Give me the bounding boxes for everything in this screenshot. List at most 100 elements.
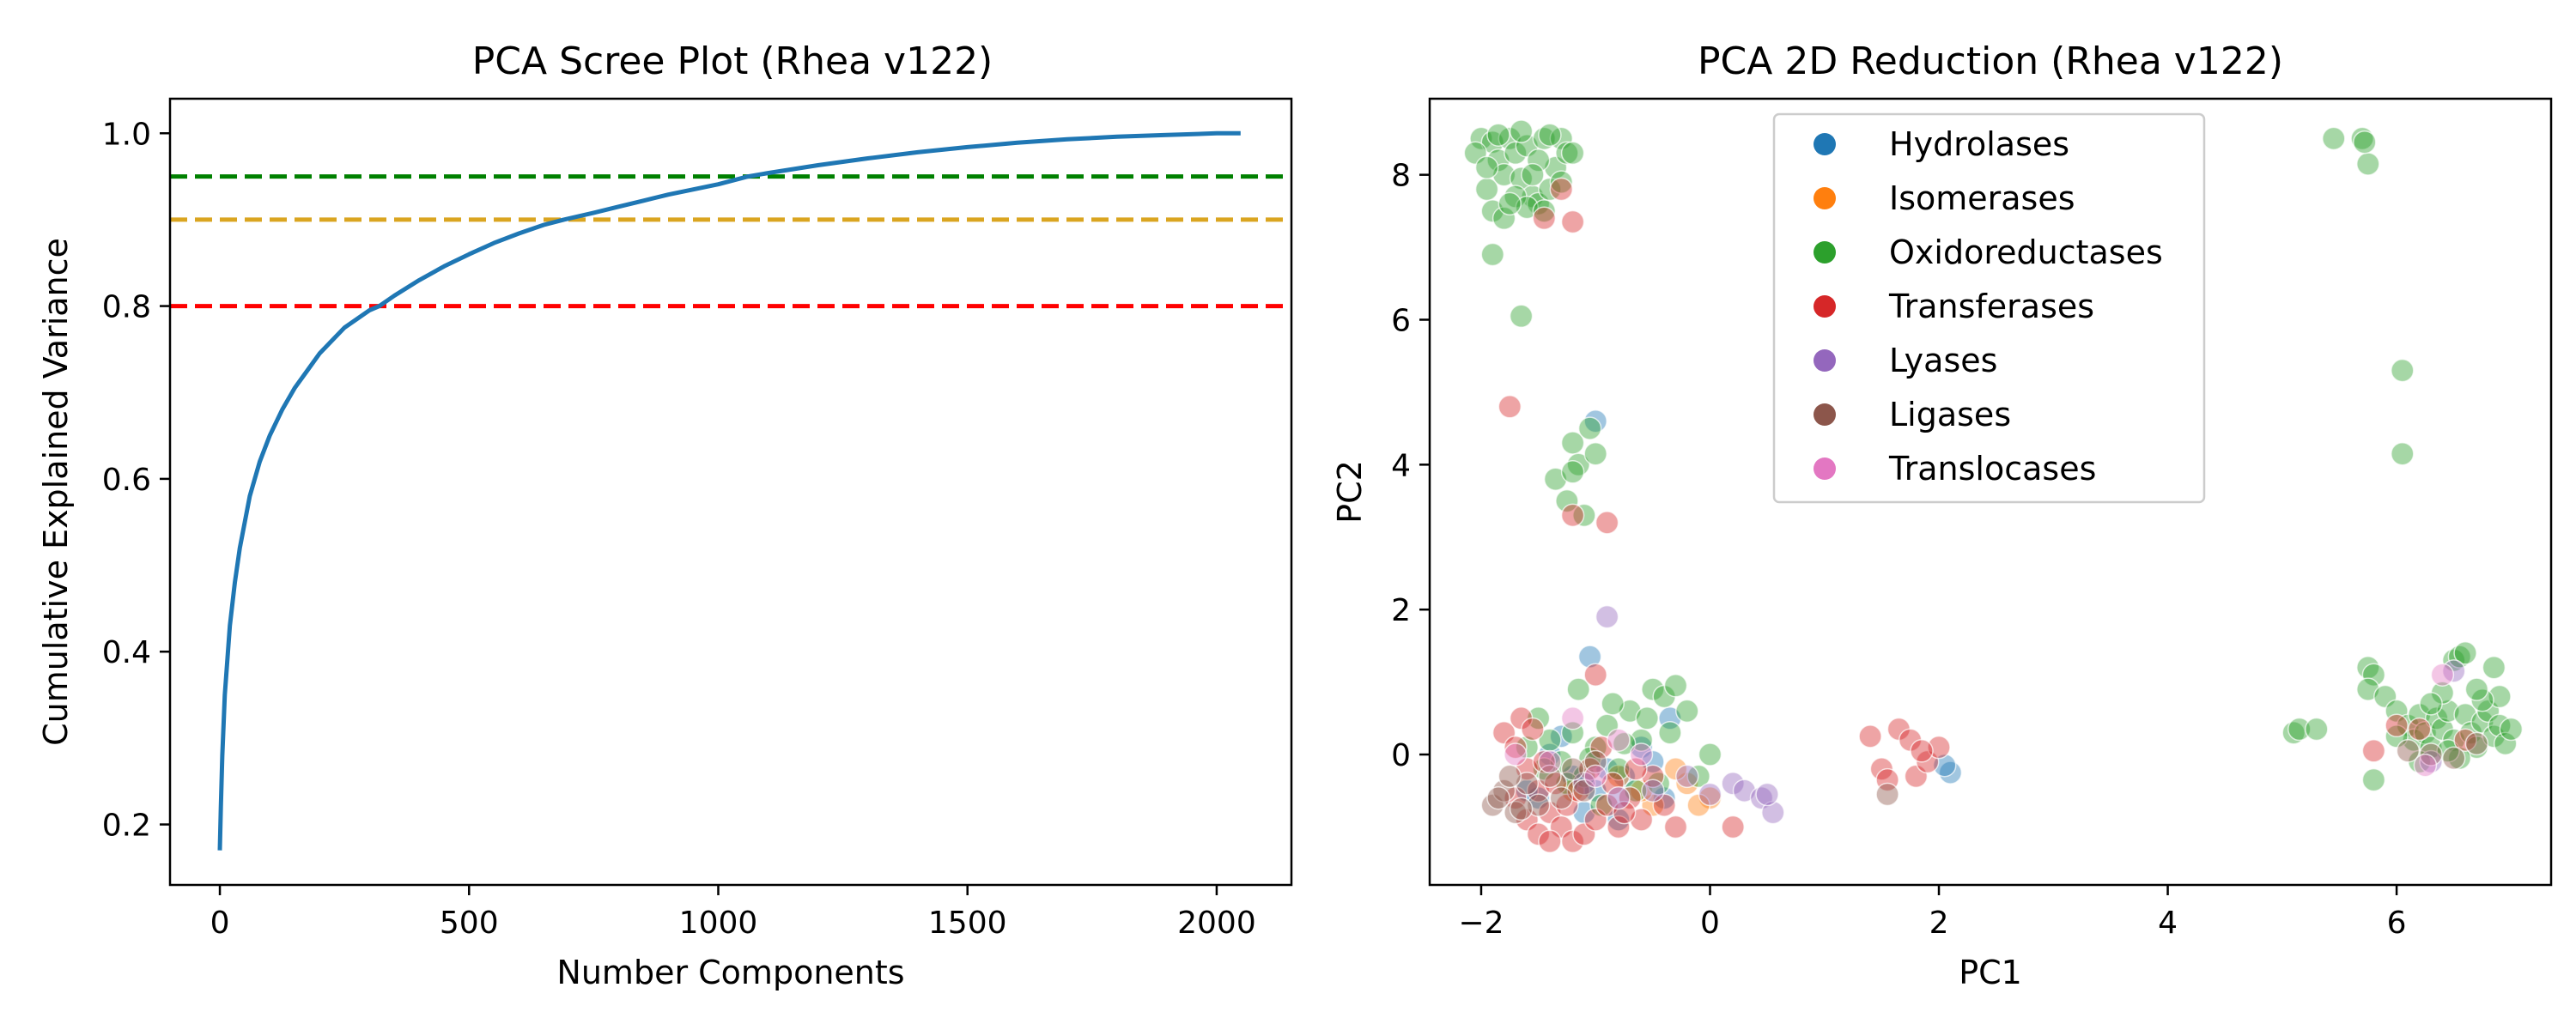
scree-plot-ylabel: Cumulative Explained Variance bbox=[37, 238, 75, 746]
point-transferases bbox=[2385, 713, 2409, 738]
point-oxidoreductases bbox=[1509, 304, 1534, 329]
point-transferases bbox=[1538, 829, 1562, 854]
point-oxidoreductases bbox=[1555, 488, 1579, 513]
pca-scatter-y-tick-label: 2 bbox=[1391, 593, 1411, 628]
legend-label-lyases: Lyases bbox=[1889, 342, 1997, 379]
point-transferases bbox=[1532, 206, 1557, 231]
pca-scatter-x-tick-label: 2 bbox=[1929, 906, 1949, 941]
pca-scatter-y-tick-label: 0 bbox=[1391, 738, 1411, 773]
pca-scatter-ylabel: PC2 bbox=[1331, 460, 1369, 524]
point-oxidoreductases bbox=[1509, 119, 1534, 143]
point-transferases bbox=[1498, 395, 1522, 419]
point-ligases bbox=[1498, 764, 1522, 789]
point-transferases bbox=[1858, 724, 1882, 748]
point-oxidoreductases bbox=[2322, 126, 2346, 151]
scree-plot-x-tick-label: 1000 bbox=[679, 906, 758, 941]
scree-plot-y-tick-label: 0.8 bbox=[102, 290, 151, 325]
point-transferases bbox=[1560, 503, 1585, 528]
pca-scatter-frame bbox=[1428, 97, 2553, 887]
point-isomerases bbox=[1663, 757, 1688, 781]
point-oxidoreductases bbox=[1663, 674, 1688, 698]
point-oxidoreductases bbox=[1566, 677, 1590, 701]
point-ligases bbox=[1549, 785, 1574, 810]
point-oxidoreductases bbox=[1583, 441, 1607, 466]
point-oxidoreductases bbox=[2447, 746, 2472, 771]
point-ligases bbox=[2419, 742, 2443, 766]
point-lyases bbox=[1755, 782, 1779, 807]
point-oxidoreductases bbox=[2353, 130, 2377, 154]
legend-label-isomerases: Isomerases bbox=[1889, 179, 2075, 217]
legend-label-hydrolases: Hydrolases bbox=[1889, 125, 2069, 163]
point-transferases bbox=[1910, 739, 1934, 763]
scree-plot-x-tick-label: 1500 bbox=[928, 906, 1007, 941]
point-oxidoreductases bbox=[1480, 242, 1505, 267]
point-lyases bbox=[1675, 764, 1699, 789]
legend-marker-lyases bbox=[1814, 349, 1836, 372]
point-hydrolases bbox=[1652, 785, 1676, 810]
point-oxidoreductases bbox=[1698, 742, 1722, 766]
point-transferases bbox=[2407, 717, 2432, 742]
pca-scatter-y-tick-label: 6 bbox=[1391, 303, 1411, 338]
legend-label-transferases: Transferases bbox=[1888, 288, 2094, 325]
point-oxidoreductases bbox=[1607, 757, 1631, 781]
point-oxidoreductases bbox=[2356, 152, 2380, 176]
point-oxidoreductases bbox=[1658, 720, 1682, 745]
point-translocases bbox=[2430, 663, 2455, 687]
legend: Hydrolases Isomerases Oxidoreductases Trans… bbox=[1772, 112, 2206, 504]
point-lyases bbox=[1721, 772, 1745, 796]
point-oxidoreductases bbox=[1560, 431, 1585, 455]
scree-plot-y-tick-label: 1.0 bbox=[102, 117, 151, 152]
point-translocases bbox=[1504, 742, 1528, 766]
point-lyases bbox=[1641, 779, 1665, 803]
point-transferases bbox=[1583, 663, 1607, 687]
legend-marker-translocases bbox=[1814, 457, 1836, 480]
point-ligases bbox=[2441, 746, 2466, 771]
point-transferases bbox=[1869, 757, 1894, 781]
pca-scatter-y-tick-label: 8 bbox=[1391, 159, 1411, 194]
point-oxidoreductases bbox=[1583, 735, 1607, 760]
point-oxidoreductases bbox=[2424, 706, 2449, 730]
point-oxidoreductases bbox=[1555, 141, 1579, 166]
scree-plot-xlabel: Number Components bbox=[556, 954, 904, 991]
point-oxidoreductases bbox=[1532, 199, 1557, 223]
scree-plot-x-tick-label: 500 bbox=[440, 906, 499, 941]
scree-plot-x-tick-label: 2000 bbox=[1177, 906, 1256, 941]
legend-marker-isomerases bbox=[1814, 187, 1836, 209]
point-ligases bbox=[2464, 731, 2489, 756]
point-lyases bbox=[1595, 604, 1619, 629]
point-transferases bbox=[1663, 815, 1688, 839]
point-translocases bbox=[1538, 749, 1562, 774]
point-oxidoreductases bbox=[1560, 460, 1585, 484]
point-lyases bbox=[1698, 782, 1722, 807]
point-oxidoreductases bbox=[2419, 692, 2443, 716]
point-translocases bbox=[1629, 742, 1654, 766]
point-oxidoreductases bbox=[2493, 731, 2518, 756]
point-oxidoreductases bbox=[2499, 717, 2524, 742]
point-transferases bbox=[1560, 209, 1585, 234]
point-translocases bbox=[2413, 753, 2438, 778]
point-oxidoreductases bbox=[1521, 162, 1545, 187]
pca-scatter-y-tick-label: 4 bbox=[1391, 448, 1411, 483]
point-transferases bbox=[1532, 749, 1557, 774]
pca-scatter-marks bbox=[1463, 119, 2524, 854]
legend-marker-ligases bbox=[1814, 403, 1836, 426]
point-oxidoreductases bbox=[1474, 155, 1499, 179]
pca-scatter-x-tick-label: −2 bbox=[1458, 906, 1504, 941]
point-oxidoreductases bbox=[1641, 677, 1665, 701]
point-translocases bbox=[1560, 706, 1585, 730]
pca-scatter-ticks: −2 0 2 4 6 0 2 4 6 8 bbox=[1391, 159, 2406, 941]
point-oxidoreductases bbox=[1635, 706, 1659, 730]
point-transferases bbox=[1612, 800, 1637, 825]
legend-box bbox=[1772, 112, 2206, 504]
point-oxidoreductases bbox=[1675, 699, 1699, 724]
point-transferases bbox=[1607, 815, 1631, 839]
point-oxidoreductases bbox=[1474, 177, 1499, 202]
point-ligases bbox=[1583, 749, 1607, 774]
point-oxidoreductases bbox=[2453, 641, 2477, 665]
point-oxidoreductases bbox=[2361, 767, 2386, 792]
point-ligases bbox=[1486, 785, 1510, 810]
pca-scatter-x-tick-label: 6 bbox=[2387, 906, 2407, 941]
point-transferases bbox=[1721, 815, 1745, 839]
scree-plot-title: PCA Scree Plot (Rhea v122) bbox=[472, 39, 993, 83]
